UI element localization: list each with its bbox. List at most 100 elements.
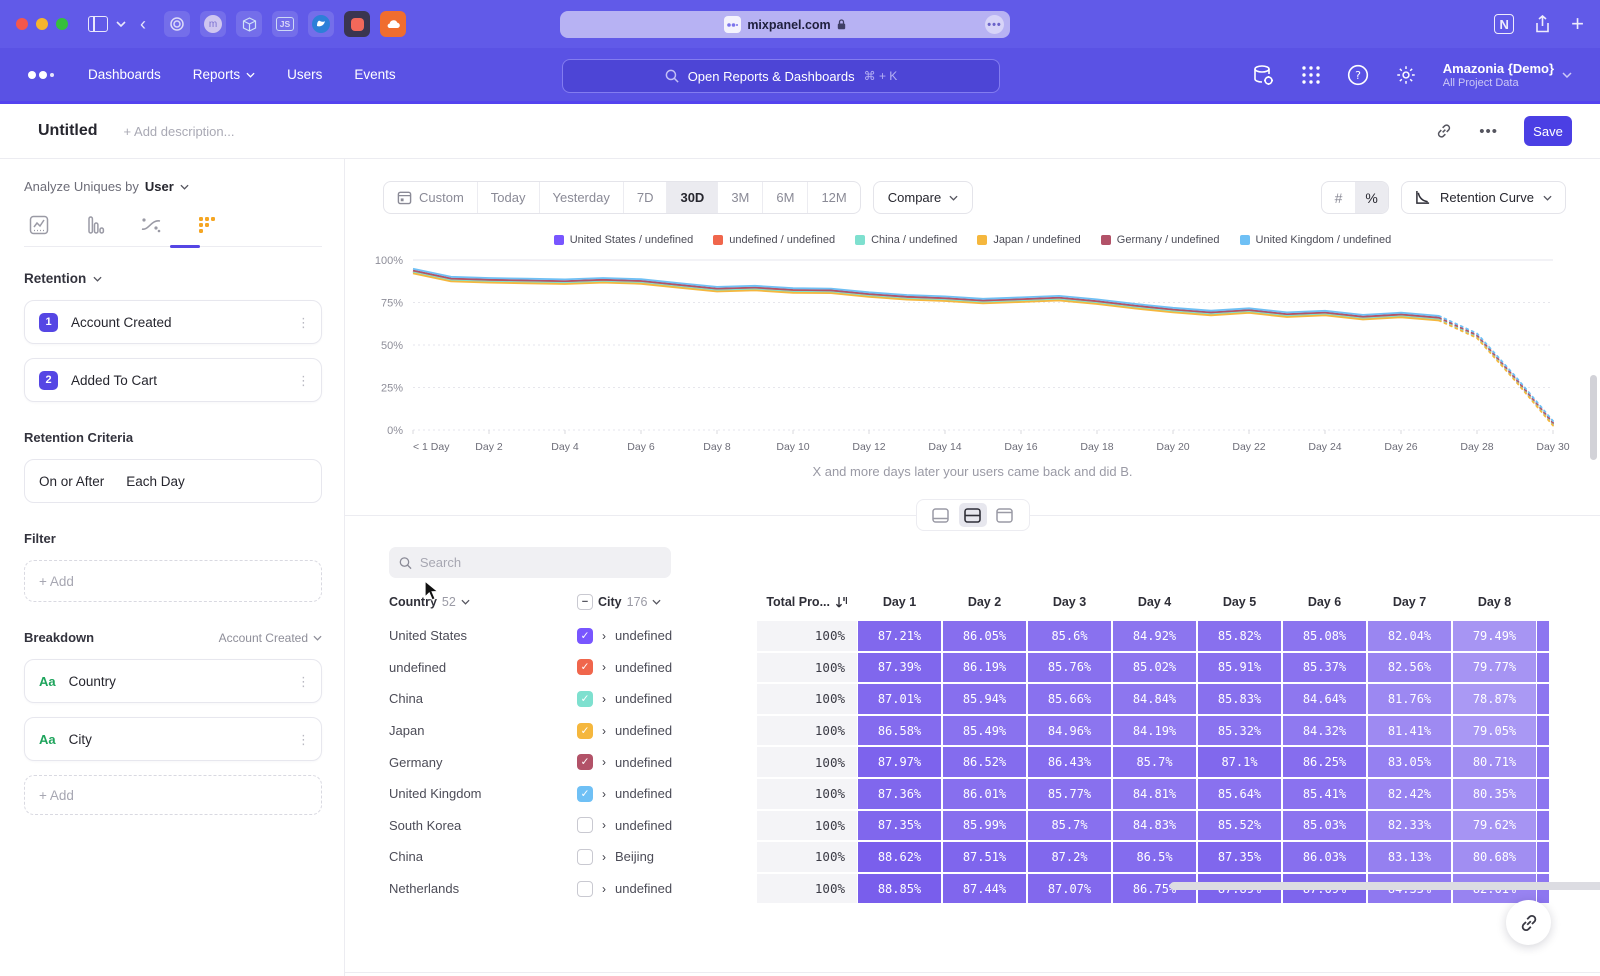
retention-value-cell[interactable]: 79.49%: [1453, 621, 1536, 651]
range-7d[interactable]: 7D: [624, 182, 668, 213]
criteria-mode[interactable]: On or After: [39, 474, 104, 489]
range-yesterday[interactable]: Yesterday: [540, 182, 624, 213]
retention-value-cell[interactable]: 87.35%: [858, 811, 941, 841]
breakdown-city[interactable]: Aa City ⋮: [24, 717, 322, 761]
retention-value-cell[interactable]: 83.05%: [1368, 747, 1451, 777]
nav-item-dashboards[interactable]: Dashboards: [88, 67, 161, 82]
breakdown-event-selector[interactable]: Account Created: [219, 631, 322, 645]
retention-value-cell[interactable]: 84.96%: [1028, 716, 1111, 746]
tab-flows[interactable]: [140, 214, 162, 236]
retention-value-cell[interactable]: 86.03%: [1283, 842, 1366, 872]
project-switcher[interactable]: Amazonia {Demo} All Project Data: [1443, 61, 1572, 89]
retention-value-cell[interactable]: 85.82%: [1198, 621, 1281, 651]
retention-value-cell[interactable]: 79.05%: [1453, 716, 1536, 746]
city-cell[interactable]: Beijing: [615, 849, 654, 864]
retention-value-cell[interactable]: 87.51%: [943, 842, 1026, 872]
zoom-window-button[interactable]: [56, 18, 68, 30]
retention-value-cell[interactable]: 87.2%: [1028, 842, 1111, 872]
analyze-entity-selector[interactable]: User: [145, 179, 174, 194]
address-bar-more-icon[interactable]: •••: [985, 15, 1004, 34]
retention-value-cell[interactable]: 87.36%: [858, 779, 941, 809]
criteria-interval[interactable]: Each Day: [126, 474, 185, 489]
sidebar-chevron-icon[interactable]: [116, 21, 126, 27]
absolute-numbers-toggle[interactable]: #: [1322, 182, 1355, 213]
layout-split-button-active[interactable]: [959, 503, 987, 527]
retention-value-cell[interactable]: 85.32%: [1198, 716, 1281, 746]
browser-sidebar-icon[interactable]: [88, 16, 108, 32]
retention-value-cell[interactable]: 81.41%: [1368, 716, 1451, 746]
column-header-day[interactable]: Day 5: [1197, 595, 1282, 609]
close-window-button[interactable]: [16, 18, 28, 30]
series-visibility-checkbox[interactable]: [577, 849, 593, 865]
country-cell[interactable]: undefined: [389, 660, 577, 675]
mixpanel-logo[interactable]: [28, 71, 54, 79]
column-header-day[interactable]: Day 2: [942, 595, 1027, 609]
cube-extension-icon[interactable]: [236, 11, 262, 37]
minimize-window-button[interactable]: [36, 18, 48, 30]
city-cell[interactable]: undefined: [615, 786, 672, 801]
retention-value-cell[interactable]: 87.97%: [858, 747, 941, 777]
tab-insights[interactable]: [28, 214, 50, 236]
expand-row-icon[interactable]: ›: [602, 882, 606, 896]
add-filter-button[interactable]: + Add: [24, 560, 322, 602]
retention-criteria-selector[interactable]: On or After Each Day: [24, 459, 322, 503]
retention-value-cell[interactable]: 86.25%: [1283, 747, 1366, 777]
data-management-icon[interactable]: [1251, 63, 1275, 87]
range-12m[interactable]: 12M: [808, 182, 859, 213]
column-header-total[interactable]: Total Pro...: [757, 595, 857, 609]
retention-value-cell[interactable]: 85.52%: [1198, 811, 1281, 841]
country-cell[interactable]: Japan: [389, 723, 577, 738]
retention-value-cell[interactable]: 86.5%: [1113, 842, 1196, 872]
bird-extension-icon[interactable]: [308, 11, 334, 37]
tab-funnels[interactable]: [84, 214, 106, 236]
retention-value-cell[interactable]: 82.42%: [1368, 779, 1451, 809]
range-3m[interactable]: 3M: [718, 182, 763, 213]
retention-value-cell[interactable]: 85.99%: [943, 811, 1026, 841]
new-tab-icon[interactable]: +: [1571, 11, 1584, 37]
retention-value-cell[interactable]: 82.33%: [1368, 811, 1451, 841]
apps-grid-icon[interactable]: [1301, 65, 1321, 85]
column-header-city[interactable]: − City176: [577, 594, 757, 610]
retention-value-cell[interactable]: 88.85%: [858, 874, 941, 904]
retention-value-cell[interactable]: 85.7%: [1028, 811, 1111, 841]
column-header-day[interactable]: Day 6: [1282, 595, 1367, 609]
retention-value-cell[interactable]: 84.32%: [1283, 716, 1366, 746]
compare-button[interactable]: Compare: [873, 181, 973, 214]
series-visibility-checkbox[interactable]: ✓: [577, 754, 593, 770]
series-visibility-checkbox[interactable]: ✓: [577, 691, 593, 707]
retention-value-cell[interactable]: 87.39%: [858, 653, 941, 683]
series-visibility-checkbox[interactable]: [577, 817, 593, 833]
series-visibility-checkbox[interactable]: ✓: [577, 628, 593, 644]
expand-row-icon[interactable]: ›: [602, 818, 606, 832]
add-breakdown-button[interactable]: + Add: [24, 775, 322, 815]
retention-value-cell[interactable]: 85.6%: [1028, 621, 1111, 651]
add-description-field[interactable]: + Add description...: [124, 124, 235, 139]
retention-value-cell[interactable]: 85.94%: [943, 684, 1026, 714]
legend-item[interactable]: Japan / undefined: [977, 234, 1080, 246]
expand-row-icon[interactable]: ›: [602, 787, 606, 801]
country-cell[interactable]: Netherlands: [389, 881, 577, 896]
retention-value-cell[interactable]: 85.7%: [1113, 747, 1196, 777]
retention-value-cell[interactable]: 79.77%: [1453, 653, 1536, 683]
settings-gear-icon[interactable]: [1395, 64, 1417, 86]
expand-row-icon[interactable]: ›: [602, 629, 606, 643]
cloud-extension-icon[interactable]: [380, 11, 406, 37]
share-icon[interactable]: [1534, 15, 1551, 34]
step-options-icon[interactable]: ⋮: [297, 320, 309, 325]
retention-value-cell[interactable]: 86.01%: [943, 779, 1026, 809]
retention-value-cell[interactable]: 80.35%: [1453, 779, 1536, 809]
chart-type-selector[interactable]: Retention Curve: [1401, 181, 1566, 214]
nav-item-users[interactable]: Users: [287, 67, 322, 82]
retention-value-cell[interactable]: 85.02%: [1113, 653, 1196, 683]
retention-value-cell[interactable]: 79.62%: [1453, 811, 1536, 841]
retention-value-cell[interactable]: 78.87%: [1453, 684, 1536, 714]
tab-retention-active[interactable]: [196, 214, 218, 236]
retention-value-cell[interactable]: 84.81%: [1113, 779, 1196, 809]
retention-section-label[interactable]: Retention: [24, 271, 86, 286]
expand-row-icon[interactable]: ›: [602, 692, 606, 706]
nav-item-reports[interactable]: Reports: [193, 67, 255, 82]
report-title[interactable]: Untitled: [38, 122, 98, 140]
expand-row-icon[interactable]: ›: [602, 660, 606, 674]
retention-value-cell[interactable]: 85.91%: [1198, 653, 1281, 683]
country-cell[interactable]: Germany: [389, 755, 577, 770]
